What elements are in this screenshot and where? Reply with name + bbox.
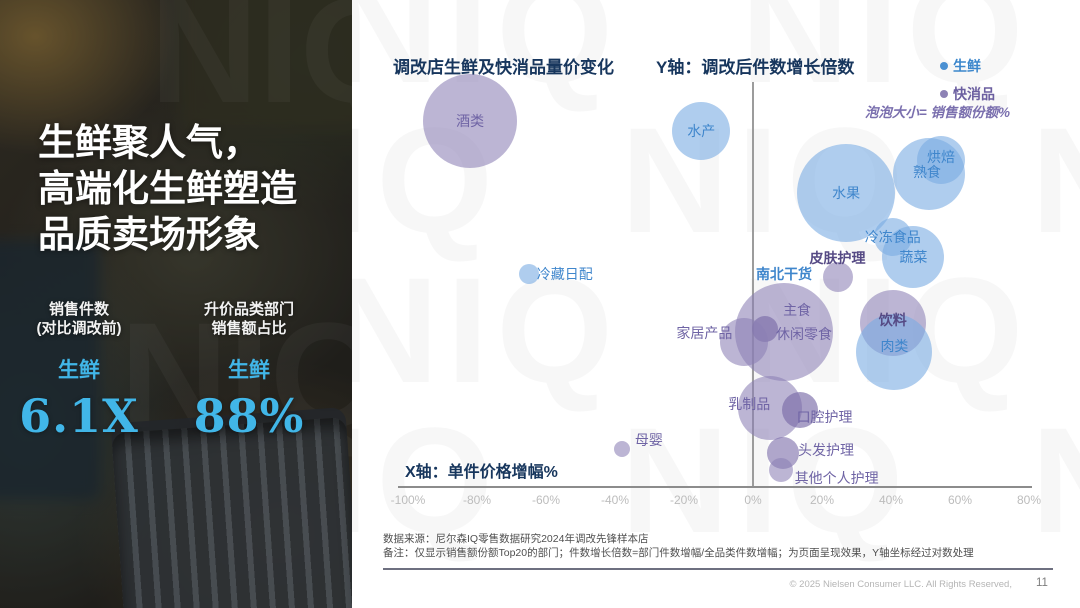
x-tick-label: 0% <box>744 493 762 507</box>
bubble-label: 烘焙 <box>927 149 956 165</box>
legend-item-fmcg: 快消品 <box>940 84 995 104</box>
bubble-point <box>720 318 769 366</box>
bubble-label: 家居产品 <box>676 325 733 341</box>
bubble-label: 主食 <box>783 302 812 318</box>
footnotes: 数据来源：尼尔森IQ零售数据研究2024年调改先锋样本店 备注：仅显示销售额份额… <box>383 533 974 560</box>
bubble-label: 酒类 <box>456 113 485 129</box>
niq-watermark: NIQ <box>150 0 352 134</box>
remark-note: 备注：仅显示销售额份额Top20的部门；件数增长倍数=部门件数增幅/全品类件数增… <box>383 546 974 559</box>
bubble-label: 冷冻食品 <box>864 229 921 245</box>
x-tick-label: -80% <box>462 493 492 507</box>
slide-title-line: 生鲜聚人气， <box>38 122 260 163</box>
bubble-label: 南北干货 <box>756 266 813 282</box>
slide-title-line: 高端化生鲜塑造 <box>38 167 297 209</box>
bubble-label: 皮肤护理 <box>809 250 866 266</box>
bubble-label: 口腔护理 <box>796 409 853 425</box>
kpi-label-line: 销售件数 <box>48 301 109 318</box>
page-number: 11 <box>1036 577 1048 589</box>
kpi-label-line: 销售额占比 <box>211 320 287 338</box>
kpi-label-line: 升价品类部门 <box>203 301 294 318</box>
x-tick-label: -40% <box>600 493 630 507</box>
bubble-point <box>672 102 731 160</box>
legend-label: 快消品 <box>953 86 995 102</box>
x-tick-label: 20% <box>809 493 835 507</box>
bubble-label: 冷藏日配 <box>536 266 593 282</box>
bubble-point <box>856 314 933 390</box>
left-photo-panel: NIQ NIQ 生鲜聚人气， 高端化生鲜塑造 品质卖场形象 销售件数 (对比调改… <box>0 0 352 608</box>
bubble-size-note: 泡泡大小= 销售额份额% <box>864 105 1010 120</box>
kpi-label-line: (对比调改前) <box>36 320 122 338</box>
y-axis-line <box>752 82 754 487</box>
bubble-label: 母婴 <box>634 432 663 448</box>
copyright: © 2025 Nielsen Consumer LLC. All Rights … <box>789 579 1012 590</box>
legend-dot-icon <box>940 62 948 70</box>
x-tick-label: -60% <box>531 493 561 507</box>
slide-title-line: 品质卖场形象 <box>38 213 260 255</box>
bubble-label: 其他个人护理 <box>794 470 879 486</box>
bubble-label: 蔬菜 <box>899 249 928 265</box>
bubble-point <box>917 136 966 184</box>
x-tick-label: 80% <box>1016 493 1042 507</box>
legend-dot-icon <box>940 90 948 98</box>
x-tick-label: 40% <box>878 493 904 507</box>
x-tick-label: -100% <box>390 493 426 507</box>
bubble-point <box>781 392 818 428</box>
bubble-point <box>423 74 518 168</box>
footer-divider <box>383 568 1053 570</box>
bubble-point <box>882 226 945 288</box>
bubble-label: 水产 <box>687 123 716 139</box>
photo-basket <box>111 417 352 608</box>
legend-label: 生鲜 <box>953 58 981 74</box>
x-tick-label: -20% <box>669 493 699 507</box>
x-axis-title: X轴：单件价格增幅% <box>405 464 558 481</box>
bubble-label: 乳制品 <box>728 396 771 412</box>
kpi-category: 生鲜 <box>228 359 270 383</box>
x-tick-label: 60% <box>947 493 973 507</box>
bubble-label: 饮料 <box>878 312 907 328</box>
bubble-label: 休闲零食 <box>776 326 833 342</box>
bubble-label: 肉类 <box>880 338 909 354</box>
chart-title: 调改店生鲜及快消品量价变化 <box>393 58 614 77</box>
bubble-label: 头发护理 <box>798 442 854 458</box>
bubble-label: 熟食 <box>912 164 941 180</box>
bubble-label: 水果 <box>832 185 861 201</box>
kpi-stats: 销售件数 (对比调改前) 生鲜 6.1X 升价品类部门 销售额占比 生鲜 88% <box>0 300 352 443</box>
kpi-value: 88% <box>193 389 305 444</box>
kpi-label: 销售件数 (对比调改前) <box>0 300 164 338</box>
chart-legend: 生鲜 快消品 <box>940 56 995 112</box>
photo-shelf-shape <box>180 0 352 130</box>
y-axis-title: Y轴：调改后件数增长倍数 <box>656 58 855 77</box>
bubble-point <box>822 262 853 292</box>
bubble-point <box>613 441 630 457</box>
kpi-sales-units: 销售件数 (对比调改前) 生鲜 6.1X <box>0 300 164 443</box>
bubble-point <box>518 264 539 284</box>
kpi-category: 生鲜 <box>58 359 100 383</box>
slide-title: 生鲜聚人气， 高端化生鲜塑造 品质卖场形象 <box>38 120 328 258</box>
legend-item-fresh: 生鲜 <box>940 56 995 76</box>
bubble-point <box>768 458 793 482</box>
kpi-label: 升价品类部门 销售额占比 <box>164 300 334 338</box>
kpi-sales-share: 升价品类部门 销售额占比 生鲜 88% <box>164 300 334 443</box>
x-axis-line <box>398 486 1032 488</box>
kpi-value: 6.1X <box>19 389 139 444</box>
data-source-note: 数据来源：尼尔森IQ零售数据研究2024年调改先锋样本店 <box>383 533 649 545</box>
